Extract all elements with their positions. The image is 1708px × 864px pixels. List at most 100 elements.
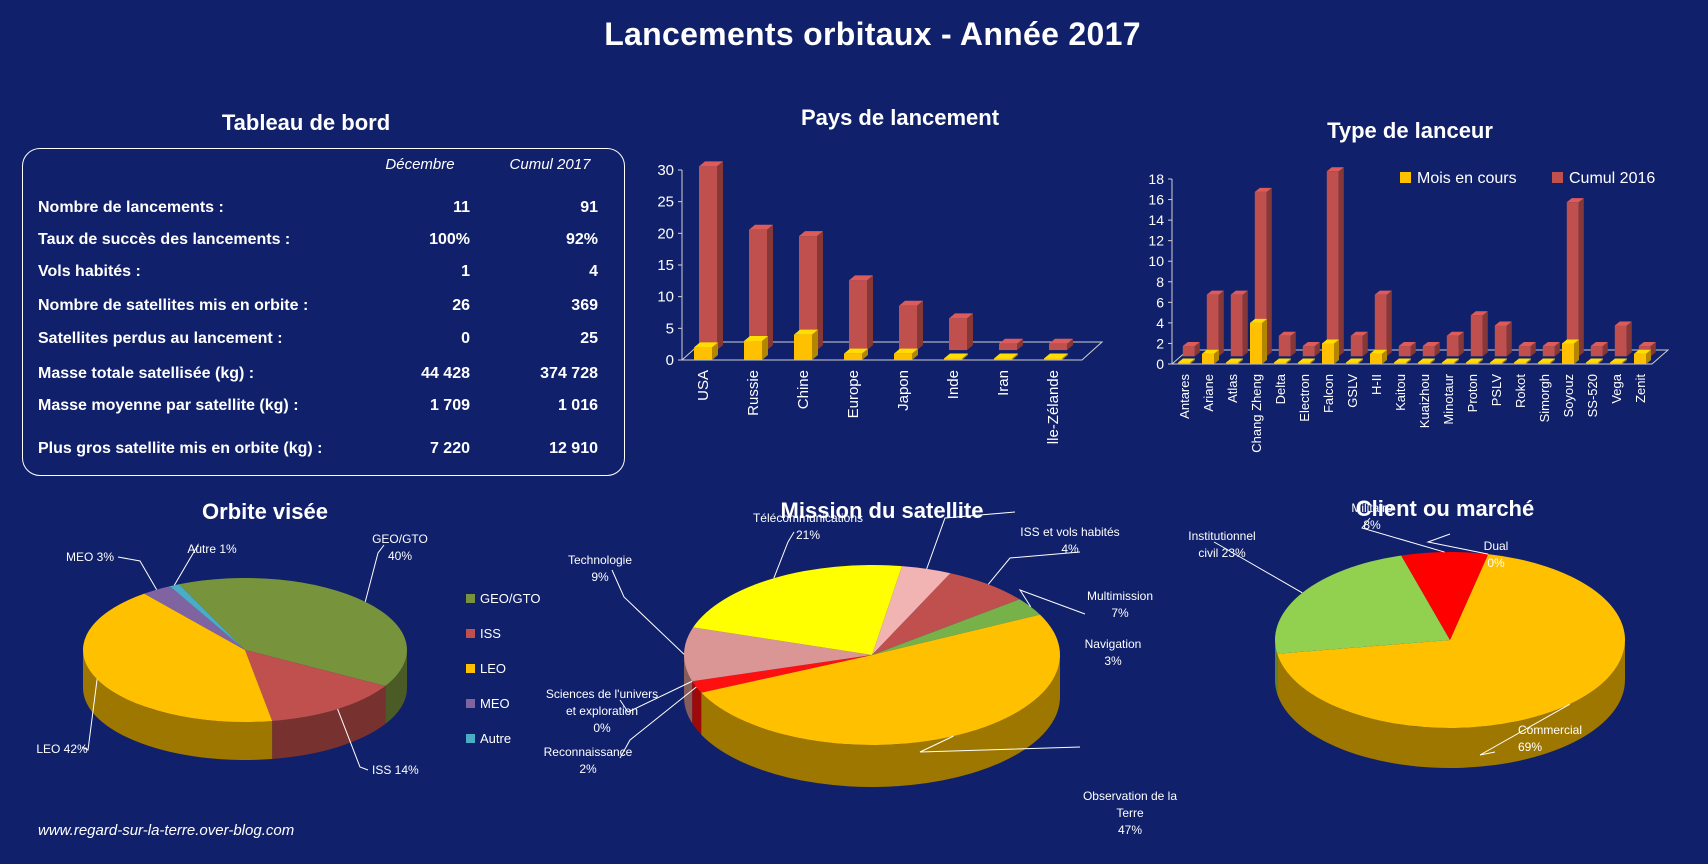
bar-mois-front: [1514, 362, 1526, 364]
pie-data-label-line: 21%: [796, 528, 820, 542]
x-category-label: Falcon: [1321, 374, 1336, 413]
bar-cumul-top: [1638, 342, 1656, 347]
dashboard-col-cumul: Cumul 2017: [509, 156, 591, 173]
pie-slice: [701, 614, 1061, 746]
bar-mois-top: [1044, 353, 1068, 359]
dashboard-row: Taux de succès des lancements : 100% 92%: [38, 231, 598, 257]
bar-mois: [1226, 358, 1243, 364]
bar-cumul-top: [1566, 198, 1584, 203]
pie-leader-line: [619, 686, 697, 759]
bar-cumul: [999, 338, 1023, 351]
bar-cumul: [1278, 331, 1296, 357]
x-category-label: Vega: [1609, 373, 1624, 403]
pie-data-label-line: Télécommunications: [753, 511, 863, 525]
bar-mois-front: [1418, 362, 1430, 364]
y-tick-label: 8: [1156, 274, 1164, 290]
bar-mois-top: [1490, 358, 1507, 363]
pie-data-label-line: Institutionnel: [1188, 529, 1255, 543]
bar-cumul-side: [1194, 342, 1200, 357]
bar-cumul: [1254, 187, 1272, 357]
bar-cumul-top: [1326, 167, 1344, 172]
x-category-label: Russie: [745, 370, 762, 416]
pie-data-label-line: Commercial: [1518, 723, 1582, 737]
bar-cumul-top: [999, 338, 1023, 344]
bar-cumul-top: [1542, 342, 1560, 347]
dashboard-row: Nombre de satellites mis en orbite : 26 36…: [38, 297, 598, 323]
bar-cumul-side: [1626, 321, 1632, 357]
pie-slice-side: [272, 685, 386, 759]
pie-data-label: Militaire 8%: [1351, 501, 1393, 532]
dashboard-row-month: 0: [461, 330, 470, 347]
pie-leader-line: [1018, 589, 1086, 615]
bar-mois: [1514, 358, 1531, 364]
bar-mois-side: [862, 348, 868, 360]
pie-data-label-line: Observation de la: [1083, 789, 1177, 803]
dashboard-row-cumul: 374 728: [540, 365, 598, 382]
bar-mois: [1538, 358, 1555, 364]
bar-cumul-front: [949, 318, 967, 351]
pie-data-label-line: 47%: [1118, 823, 1142, 837]
bar-mois: [844, 348, 868, 360]
bar-cumul-top: [1206, 290, 1224, 295]
x-category-label: Chang Zheng: [1249, 374, 1264, 453]
bar-cumul: [1230, 290, 1248, 357]
pie-data-label: Navigation 3%: [1085, 637, 1142, 668]
pie-data-label-line: 2%: [579, 762, 597, 776]
bar-mois-front: [1490, 362, 1502, 364]
y-tick-label: 10: [1148, 253, 1164, 269]
bar-cumul-front: [1206, 294, 1219, 357]
bar-mois-side: [912, 348, 918, 360]
bar-mois-side: [1382, 349, 1387, 364]
y-tick-label: 15: [657, 257, 674, 274]
legend-swatch: [466, 664, 475, 673]
pie-data-label: Institutionnel civil 23%: [1188, 529, 1255, 560]
bar-cumul: [949, 313, 973, 351]
bar-mois: [994, 353, 1018, 360]
bar-cumul-side: [1554, 342, 1560, 357]
bar-cumul-side: [1362, 331, 1368, 357]
x-category-label: Europe: [845, 370, 862, 418]
dashboard-row-label: Nombre de lancements :: [38, 199, 224, 216]
bar-mois: [1044, 353, 1068, 360]
dashboard-row: Plus gros satellite mis en orbite (kg) :…: [38, 440, 598, 466]
bar-cumul-side: [1314, 342, 1320, 357]
bar-cumul-top: [799, 231, 823, 237]
bar-cumul-side: [1386, 290, 1392, 357]
pie-leader-line: [619, 680, 693, 713]
x-category-label: PSLV: [1489, 374, 1504, 407]
bar-mois-side: [1574, 339, 1579, 364]
pie-data-label: Reconnaissance 2%: [544, 745, 633, 776]
pie-data-label-line: ISS 14%: [372, 763, 419, 777]
bar-mois: [1322, 339, 1339, 364]
legend-swatch: [466, 734, 475, 743]
pie-data-label-line: ISS et vols habités: [1020, 525, 1119, 539]
bar-cumul-front: [699, 166, 717, 351]
pie-data-label-line: Multimission: [1087, 589, 1153, 603]
dashboard-row-cumul: 91: [580, 199, 598, 216]
legend-swatch: [466, 594, 475, 603]
bar-cumul-front: [749, 229, 767, 351]
bar-cumul-top: [1614, 321, 1632, 326]
bar-cumul-top: [899, 300, 923, 306]
pie-data-label: LEO 42%: [36, 742, 88, 756]
bar-cumul: [1422, 342, 1440, 357]
bar-cumul-front: [1470, 315, 1483, 357]
chart-title: Orbite visée: [202, 499, 328, 524]
bar-cumul-side: [1434, 342, 1440, 357]
chart-mission-du-satellite: Mission du satellite ISS et vols habités 4…: [544, 498, 1178, 837]
bar-mois-front: [744, 341, 762, 360]
bar-cumul-side: [1530, 342, 1536, 357]
dashboard-row: Vols habités : 1 4: [38, 263, 598, 289]
bar-mois-top: [1634, 349, 1651, 354]
pie-data-label-line: MEO 3%: [66, 550, 114, 564]
pie-leader-line: [81, 679, 98, 751]
bar-mois-side: [1310, 358, 1315, 364]
bar-cumul-top: [1590, 342, 1608, 347]
pie-leader-line: [117, 556, 158, 590]
bar-mois: [1250, 318, 1267, 364]
bar-mois-front: [1538, 362, 1550, 364]
dashboard-row-month: 1: [461, 263, 470, 280]
bar-mois: [694, 342, 718, 360]
bar-cumul: [1374, 290, 1392, 357]
pie-data-label: MEO 3%: [66, 550, 114, 564]
